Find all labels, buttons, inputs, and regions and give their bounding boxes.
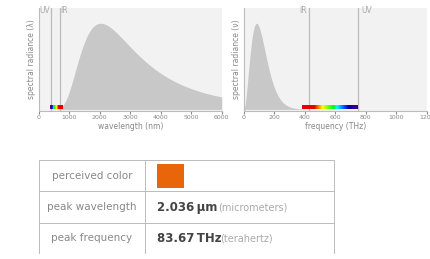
Y-axis label: spectral radiance (λ): spectral radiance (λ) (27, 20, 36, 99)
Text: 2.036 μm: 2.036 μm (156, 200, 216, 214)
Text: peak frequency: peak frequency (51, 233, 132, 243)
Text: UV: UV (360, 6, 371, 15)
Text: 83.67 THz: 83.67 THz (156, 232, 221, 245)
Text: peak wavelength: peak wavelength (47, 202, 136, 212)
X-axis label: wavelength (nm): wavelength (nm) (97, 122, 163, 131)
Text: IR: IR (61, 6, 68, 15)
Y-axis label: spectral radiance (ν): spectral radiance (ν) (231, 20, 240, 99)
Text: IR: IR (298, 6, 306, 15)
Text: UV: UV (40, 6, 50, 15)
Text: (micrometers): (micrometers) (218, 202, 287, 212)
Text: (terahertz): (terahertz) (220, 233, 273, 243)
Text: perceived color: perceived color (52, 171, 132, 181)
X-axis label: frequency (THz): frequency (THz) (304, 122, 365, 131)
